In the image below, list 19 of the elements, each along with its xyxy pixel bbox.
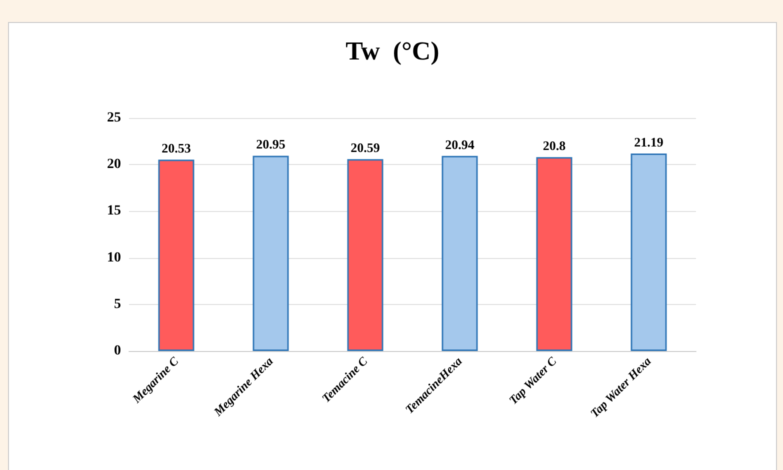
y-tick-label: 0 xyxy=(114,344,121,358)
data-label: 20.95 xyxy=(256,136,286,152)
bar xyxy=(442,156,478,351)
bar xyxy=(536,157,572,351)
data-label: 21.19 xyxy=(634,134,664,150)
bar xyxy=(252,156,289,351)
bar xyxy=(347,159,384,351)
chart-title: Tw (°C) xyxy=(346,36,440,66)
bar xyxy=(630,154,667,351)
y-tick-label: 25 xyxy=(107,110,121,126)
bar xyxy=(158,160,194,351)
data-label: 20.8 xyxy=(542,138,566,154)
data-label: 20.94 xyxy=(445,136,475,152)
y-tick-label: 20 xyxy=(107,157,121,172)
data-label: 20.59 xyxy=(350,140,380,156)
data-label: 20.53 xyxy=(162,140,192,156)
y-tick-label: 10 xyxy=(107,250,121,266)
y-tick-label: 15 xyxy=(107,204,121,219)
y-tick-label: 5 xyxy=(114,296,121,312)
